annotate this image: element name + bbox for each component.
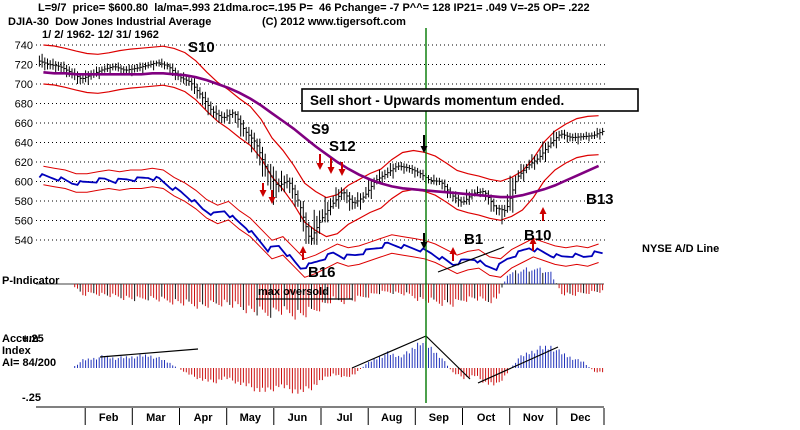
ad-line xyxy=(38,173,603,272)
y-axis-label: 700 xyxy=(15,79,33,91)
month-label: Nov xyxy=(523,412,545,424)
y-axis-label: 600 xyxy=(15,177,33,189)
signal-label-s9: S9 xyxy=(311,121,329,138)
signal-label-b13: B13 xyxy=(586,191,614,208)
y-axis-label: 720 xyxy=(15,60,33,72)
y-axis-label: 540 xyxy=(15,235,33,247)
date-range: 1/ 2/ 1962- 12/ 31/ 1962 xyxy=(42,29,159,41)
panel-label: NYSE A/D Line xyxy=(642,243,719,255)
y-axis-label: 740 xyxy=(15,40,33,52)
panel-label: -.25 xyxy=(22,392,41,404)
panel-label: AI= 84/200 xyxy=(2,357,56,369)
down-arrow xyxy=(259,183,267,197)
y-axis-label: 560 xyxy=(15,216,33,228)
y-axis-label: 620 xyxy=(15,157,33,169)
signal-label-b10: B10 xyxy=(524,227,552,244)
price-bands xyxy=(43,44,599,238)
month-label: Apr xyxy=(194,412,214,424)
sell-annotation: Sell short - Upwards momentum ended. xyxy=(301,88,639,112)
panel-label: P-Indicator xyxy=(2,275,60,287)
month-label: Sep xyxy=(429,412,449,424)
down-arrow xyxy=(316,154,324,170)
month-label: Oct xyxy=(477,412,496,424)
y-axis-label: 640 xyxy=(15,138,33,150)
panel-label: Accum xyxy=(2,333,39,345)
month-label: Feb xyxy=(99,412,119,424)
signal-label-s12: S12 xyxy=(329,138,356,155)
up-arrow xyxy=(299,246,307,260)
signal-label-b16: B16 xyxy=(308,264,336,281)
ad-line-bands xyxy=(43,165,599,278)
down-arrow xyxy=(420,135,428,153)
annotation-arrows xyxy=(259,135,547,261)
month-axis: Feb Mar Apr May Jun Jul Aug Sep Oct Nov Dec xyxy=(36,406,605,425)
price-candles xyxy=(38,53,605,245)
month-label: May xyxy=(240,412,262,424)
month-label: Jun xyxy=(288,412,308,424)
trendlines xyxy=(99,246,559,384)
down-arrow xyxy=(420,233,428,249)
moving-average-line xyxy=(43,71,600,199)
sell-annotation-text: Sell short - Upwards momentum ended. xyxy=(310,93,564,108)
month-label: Dec xyxy=(570,412,590,424)
symbol-title: DJIA-30 Dow Jones Industrial Average xyxy=(8,16,212,28)
y-axis-label: 680 xyxy=(15,99,33,111)
month-label: Aug xyxy=(381,412,402,424)
down-arrow xyxy=(327,158,335,174)
y-axis-label: 580 xyxy=(15,196,33,208)
down-arrow xyxy=(268,190,276,204)
copyright: (C) 2012 www.tigersoft.com xyxy=(262,16,406,28)
month-label: Jul xyxy=(337,412,353,424)
up-arrow xyxy=(539,207,547,221)
stats-line: L=9/7 price= $600.80 la/ma=.993 21dma.ro… xyxy=(38,2,590,14)
month-label: Mar xyxy=(146,412,166,424)
signal-label-b1: B1 xyxy=(464,231,483,248)
up-arrow xyxy=(449,247,457,261)
panel-label: Index xyxy=(2,345,32,357)
panel-label: max oversold xyxy=(258,286,329,298)
down-arrow xyxy=(338,162,346,176)
signal-label-s10: S10 xyxy=(188,39,215,56)
accum-index-bars xyxy=(74,341,604,394)
up-arrow xyxy=(529,237,537,251)
y-axis-label: 660 xyxy=(15,118,33,130)
panel-label: +.25 xyxy=(22,333,44,345)
p-indicator-bars xyxy=(36,267,604,320)
